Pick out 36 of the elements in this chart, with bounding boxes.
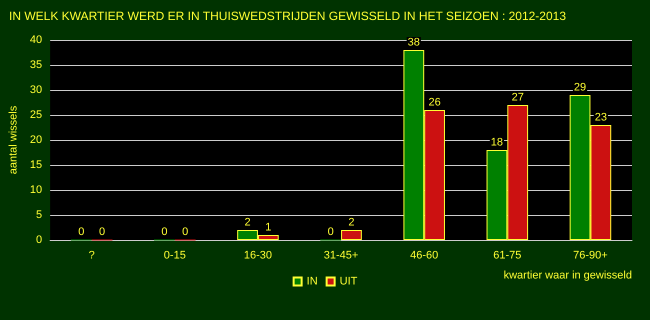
x-tick-label: 61-75 xyxy=(493,250,522,262)
x-tick-label: 16-30 xyxy=(244,250,272,262)
data-label: 29 xyxy=(574,82,586,94)
data-label: 0 xyxy=(328,226,334,238)
y-tick-label: 25 xyxy=(30,109,42,121)
data-label: 26 xyxy=(428,96,441,108)
x-tick-label: 0-15 xyxy=(164,250,186,262)
data-label: 0 xyxy=(182,226,188,238)
data-label: 1 xyxy=(265,222,272,234)
data-label: 27 xyxy=(512,92,524,104)
y-tick-label: 20 xyxy=(30,134,42,146)
y-axis-title: aantal wissels xyxy=(8,105,20,174)
chart-title: IN WELK KWARTIER WERD ER IN THUISWEDSTRIJDEN GEWISSELD IN HET SEIZOEN : 2012-2013 xyxy=(9,9,566,23)
y-tick-label: 15 xyxy=(30,159,42,171)
y-tick-label: 0 xyxy=(36,234,42,246)
x-tick-label: ? xyxy=(88,250,95,262)
data-label: 18 xyxy=(490,136,504,148)
x-tick-label: 76-90+ xyxy=(573,250,608,262)
data-label: 0 xyxy=(161,226,168,238)
y-tick-label: 30 xyxy=(30,84,42,96)
x-tick-label: 31-45+ xyxy=(324,250,358,262)
x-tick-label: 46-60 xyxy=(410,250,438,262)
legend-label: UIT xyxy=(340,276,358,288)
data-label: 38 xyxy=(408,36,420,48)
data-label: 2 xyxy=(348,216,355,228)
bar xyxy=(341,230,362,240)
data-label: 23 xyxy=(594,112,607,124)
y-tick-label: 5 xyxy=(36,209,42,221)
data-label: 2 xyxy=(244,216,251,228)
y-tick-label: 10 xyxy=(30,184,42,196)
data-label: 0 xyxy=(99,226,106,238)
data-label: 0 xyxy=(78,226,84,238)
y-tick-label: 35 xyxy=(30,59,42,71)
x-axis-title: kwartier waar in gewisseld xyxy=(504,270,632,282)
legend-label: IN xyxy=(306,276,318,288)
y-tick-label: 40 xyxy=(30,34,42,46)
